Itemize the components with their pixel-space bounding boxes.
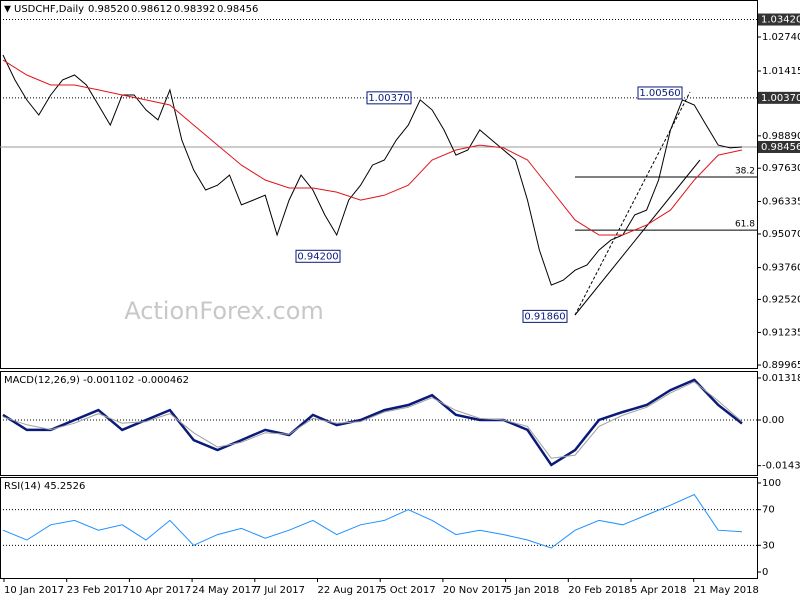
x-tick-label: 5 Oct 2017 — [380, 585, 435, 596]
y-tick-label: 30 — [762, 540, 775, 551]
series-line — [2, 54, 743, 286]
x-tick-label: 23 Feb 2017 — [67, 585, 129, 596]
annotation-box — [366, 91, 412, 105]
y-tick-label: 0 — [762, 567, 768, 578]
y-tick-label: 0.00 — [762, 415, 784, 426]
y-tick-label: -0.014339 — [762, 461, 800, 472]
panel-frame — [0, 371, 758, 476]
header-arrow: ▼ — [4, 5, 11, 15]
y-tick-label: 0.96335 — [762, 196, 800, 207]
trend-line — [574, 159, 701, 316]
fib-label: 38.2 — [735, 166, 755, 176]
x-tick-label: 5 Jan 2018 — [506, 585, 560, 596]
y-tick-label: 0.93760 — [762, 263, 800, 274]
header: ▼ USDCHF,Daily 0.98520 0.98612 0.98392 0… — [4, 4, 258, 15]
low: 0.98392 — [174, 4, 215, 15]
price-level-box — [758, 91, 800, 104]
annotation-label: 0.94200 — [297, 251, 338, 262]
series-line — [2, 59, 743, 236]
panel-title: RSI(14) 45.2526 — [4, 481, 85, 492]
panel-frame — [0, 477, 758, 579]
x-tick-label: 10 Apr 2017 — [129, 585, 191, 596]
x-tick-label: 10 Jan 2017 — [4, 585, 64, 596]
annotation-label: 1.00560 — [639, 88, 680, 99]
x-tick-label: 20 Feb 2018 — [568, 585, 630, 596]
price-level-box — [758, 13, 800, 26]
x-tick-label: 7 Jul 2017 — [255, 585, 305, 596]
annotation-label: 1.00370 — [368, 93, 409, 104]
y-tick-label: 0.97630 — [762, 163, 800, 174]
series-line — [2, 493, 743, 549]
x-tick-label: 21 May 2018 — [694, 585, 759, 596]
fib-label: 61.8 — [735, 220, 755, 230]
price-level-label: 1.00370 — [761, 93, 800, 104]
x-tick-label: 20 Nov 2017 — [443, 585, 507, 596]
series-line — [2, 381, 743, 459]
panel-title: MACD(12,26,9) -0.001102 -0.000462 — [4, 375, 189, 386]
annotation-label: 0.91860 — [524, 311, 565, 322]
y-tick-label: 100 — [762, 478, 781, 489]
y-tick-label: 0.89965 — [762, 360, 800, 371]
open: 0.98520 — [88, 4, 129, 15]
y-tick-label: 1.01415 — [762, 66, 800, 77]
y-tick-label: 70 — [762, 505, 775, 516]
y-tick-label: 0.013184 — [762, 373, 800, 384]
trend-line-dashed — [574, 91, 691, 316]
price-level-label: 1.03420 — [761, 15, 800, 26]
symbol: USDCHF,Daily — [14, 4, 84, 15]
y-tick-label: 0.98890 — [762, 131, 800, 142]
y-tick-label: 1.02740 — [762, 32, 800, 43]
close: 0.98456 — [217, 4, 258, 15]
annotation-box — [295, 249, 341, 263]
watermark: ActionForex.com — [124, 297, 324, 325]
annotation-box — [522, 309, 568, 323]
high: 0.98612 — [131, 4, 172, 15]
series-line — [2, 378, 743, 467]
price-level-box — [758, 140, 800, 153]
panel-frame — [0, 0, 758, 369]
y-tick-label: 0.95070 — [762, 229, 800, 240]
x-tick-label: 22 Aug 2017 — [318, 585, 382, 596]
x-tick-label: 5 Apr 2018 — [631, 585, 686, 596]
x-tick-label: 24 May 2017 — [192, 585, 257, 596]
y-tick-label: 0.92520 — [762, 294, 800, 305]
annotation-box — [637, 86, 683, 100]
price-level-label: 0.98456 — [761, 142, 800, 153]
y-tick-label: 0.91235 — [762, 327, 800, 338]
